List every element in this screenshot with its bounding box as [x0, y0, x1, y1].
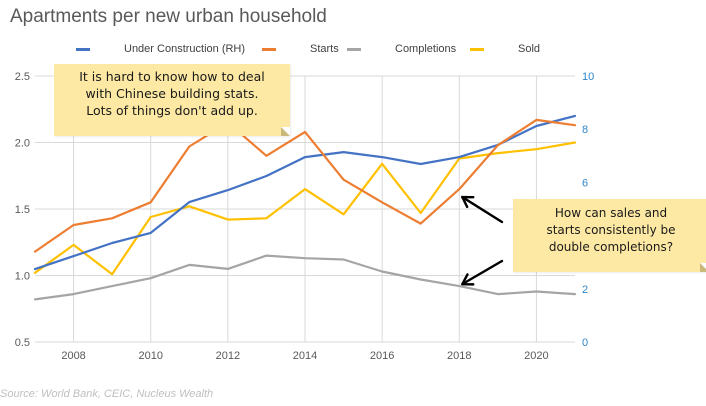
y2-tick-label: 10: [582, 71, 594, 83]
legend-swatch-starts: [262, 47, 276, 51]
left-axis-ticks: 0.5 1.0 1.5 2.0 2.5: [15, 71, 30, 349]
chart-title: Apartments per new urban household: [10, 6, 327, 27]
series-line-starts: [33, 118, 577, 253]
y2-tick-label: 6: [582, 177, 588, 189]
note-fold-corner: [281, 127, 290, 136]
note-line: starts consistently be: [546, 223, 676, 237]
series-line-sold: [33, 141, 577, 276]
annotation-arrowhead: [461, 273, 475, 286]
series-lines: [33, 114, 577, 301]
legend-item-completions: Completions: [347, 43, 456, 55]
annotation-arrowhead: [461, 195, 475, 209]
note-line: with Chinese building stats.: [85, 86, 259, 101]
source-caption: Source: World Bank, CEIC, Nucleus Wealth: [0, 388, 214, 400]
legend-label-under-construction: Under Construction (RH): [124, 43, 246, 55]
series-line-under-construction: [33, 114, 577, 271]
y-tick-label: 0.5: [15, 337, 30, 349]
note-fold-corner: [700, 263, 706, 272]
y-tick-label: 1.5: [15, 204, 30, 216]
legend-item-under-construction: Under Construction (RH): [76, 43, 245, 55]
y2-tick-label: 8: [582, 124, 588, 136]
legend-label-starts: Starts: [310, 43, 339, 55]
y2-tick-label: 2: [582, 284, 588, 296]
legend: Under Construction (RH) Starts Completio…: [0, 43, 706, 57]
x-tick-label: 2012: [216, 350, 240, 362]
legend-label-completions: Completions: [395, 43, 457, 55]
legend-swatch-completions: [347, 47, 361, 51]
note-line: It is hard to know how to deal: [79, 69, 265, 84]
y-tick-label: 2.5: [15, 71, 30, 83]
y-tick-label: 2.0: [15, 138, 30, 150]
legend-item-starts: Starts: [262, 43, 339, 55]
annotation-arrow: [461, 259, 504, 286]
y2-tick-label: 0: [582, 337, 588, 349]
legend-swatch-under-construction: [76, 47, 90, 51]
legend-label-sold: Sold: [518, 43, 541, 55]
x-tick-label: 2014: [293, 350, 317, 362]
x-tick-label: 2010: [138, 350, 162, 362]
x-tick-label: 2016: [370, 350, 394, 362]
note-line: Lots of things don't add up.: [86, 103, 258, 118]
x-tick-label: 2020: [524, 350, 548, 362]
annotation-arrow: [461, 195, 504, 224]
annotation-note-sales-vs-completions: How can sales and starts consistently be…: [513, 199, 706, 272]
annotation-arrows: [461, 195, 504, 286]
x-tick-label: 2018: [447, 350, 471, 362]
x-axis-ticks: 2008 2010 2012 2014 2016 2018 2020: [61, 350, 548, 362]
note-line: How can sales and: [554, 206, 668, 220]
legend-item-sold: Sold: [470, 43, 540, 55]
legend-swatch-sold: [470, 47, 484, 51]
note-line: double completions?: [548, 240, 674, 254]
y-tick-label: 1.0: [15, 271, 30, 283]
annotation-note-building-stats: It is hard to know how to deal with Chin…: [54, 64, 290, 136]
x-tick-label: 2008: [61, 350, 85, 362]
series-line-completions: [33, 254, 577, 301]
